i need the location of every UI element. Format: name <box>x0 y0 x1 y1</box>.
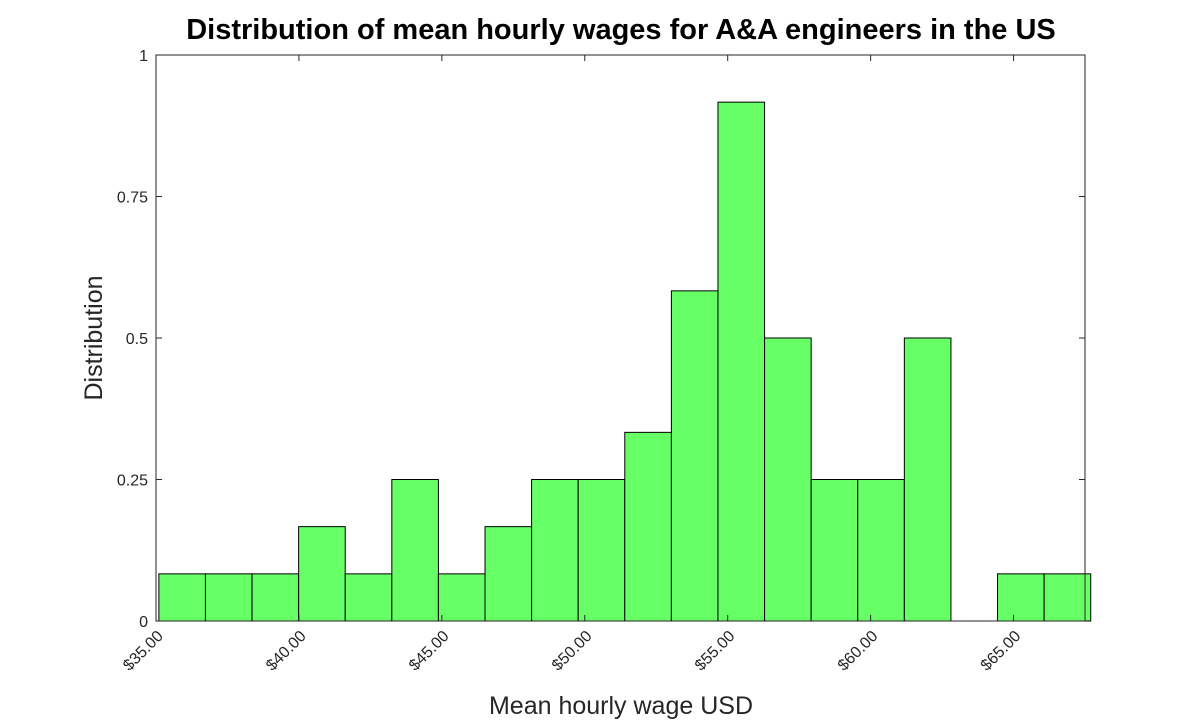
histogram-bar <box>624 431 672 622</box>
x-tick-label: $45.00 <box>406 628 453 675</box>
histogram-bar <box>810 479 859 622</box>
histogram-bar <box>997 573 1045 622</box>
histogram-bar <box>717 101 766 622</box>
histogram-bar <box>577 479 626 622</box>
histogram-bar <box>158 573 206 622</box>
chart-title: Distribution of mean hourly wages for A&… <box>186 14 1056 46</box>
histogram-bar <box>764 337 812 622</box>
histogram-bar <box>484 526 533 622</box>
histogram-bar <box>1043 573 1092 622</box>
bars-group <box>158 101 1092 622</box>
histogram-bar <box>251 573 300 622</box>
histogram-bar <box>531 479 579 622</box>
y-tick-label: 1 <box>139 48 148 65</box>
y-axis-label: Distribution <box>80 275 108 400</box>
x-tick-label: $55.00 <box>692 628 739 675</box>
histogram-bar <box>670 290 719 622</box>
histogram-bar <box>437 573 486 622</box>
x-tick-label: $50.00 <box>549 628 596 675</box>
histogram-bar <box>391 479 439 622</box>
histogram-bar <box>903 337 952 622</box>
x-tick-label: $40.00 <box>263 628 310 675</box>
y-tick-label: 0.75 <box>117 190 148 207</box>
y-tick-label: 0.25 <box>117 473 148 490</box>
x-tick-label: $60.00 <box>835 628 882 675</box>
y-tick-label: 0.5 <box>126 331 148 348</box>
x-tick-label: $35.00 <box>120 628 167 675</box>
x-tick-label: $65.00 <box>978 628 1025 675</box>
y-axis-ticks: 0 0.25 0.5 0.75 1 <box>117 48 1085 631</box>
x-axis-label: Mean hourly wage USD <box>489 692 753 720</box>
histogram-bar <box>298 526 346 622</box>
histogram-bar <box>204 573 253 622</box>
histogram-bar <box>857 479 905 622</box>
histogram-bar <box>344 573 393 622</box>
y-tick-label: 0 <box>139 614 148 631</box>
